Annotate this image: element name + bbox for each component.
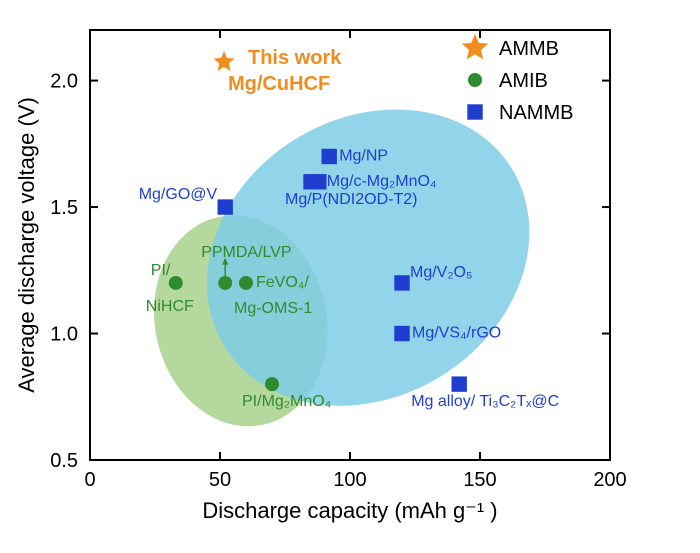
point-label: Mg/NP [339,147,388,164]
point-label: PPMDA/LVP [201,244,291,261]
marker-circle [218,276,232,290]
marker-square [394,326,409,341]
legend-label: NAMMB [499,102,573,124]
x-tick-label: 0 [84,469,95,491]
x-tick-label: 50 [209,469,231,491]
point-label: PI/Mg₂MnO₄ [242,393,331,410]
point-label: Mg/GO@V [139,186,218,203]
legend-label: AMIB [499,70,548,92]
y-tick-label: 2.0 [50,71,78,93]
marker-circle [169,276,183,290]
marker-square [311,174,326,189]
point-label: PI/ [151,262,171,279]
y-axis-label: Average discharge voltage (V) [14,97,39,393]
x-tick-label: 150 [463,469,496,491]
point-label: Mg/V₂O₅ [410,264,472,281]
marker-square [322,149,337,164]
marker-circle [265,377,279,391]
x-tick-label: 200 [593,469,626,491]
this-work-label: Mg/CuHCF [228,73,330,95]
marker-circle [468,73,482,87]
point-label: Mg-OMS-1 [234,300,312,317]
point-label: FeVO₄/ [256,274,309,291]
point-label: Mg alloy/ Ti₃C₂Tₓ@C [411,393,559,410]
point-label: NiHCF [146,298,194,315]
marker-square [452,376,467,391]
point-label: Mg/VS₄/rGO [412,325,501,342]
point-label: Mg/P(NDI2OD-T2) [285,191,417,208]
star-icon [214,51,235,71]
point-label: Mg/c-Mg₂MnO₄ [327,173,437,190]
star-icon [462,34,489,59]
y-tick-label: 0.5 [50,450,78,472]
y-tick-label: 1.0 [50,324,78,346]
x-axis-label: Discharge capacity (mAh g⁻¹ ) [202,498,497,523]
marker-square [218,199,233,214]
scatter-chart: 0 50 100 150 200 0.5 1.0 1.5 2.0 Discharge capaci… [0,0,700,553]
marker-square [394,275,409,290]
legend-label: AMMB [499,38,559,60]
x-tick-label: 100 [333,469,366,491]
y-tick-label: 1.5 [50,197,78,219]
chart-container: 0 50 100 150 200 0.5 1.0 1.5 2.0 Discharge capaci… [0,0,700,553]
marker-square [467,104,482,119]
this-work-label: This work [248,47,342,69]
marker-circle [239,276,253,290]
